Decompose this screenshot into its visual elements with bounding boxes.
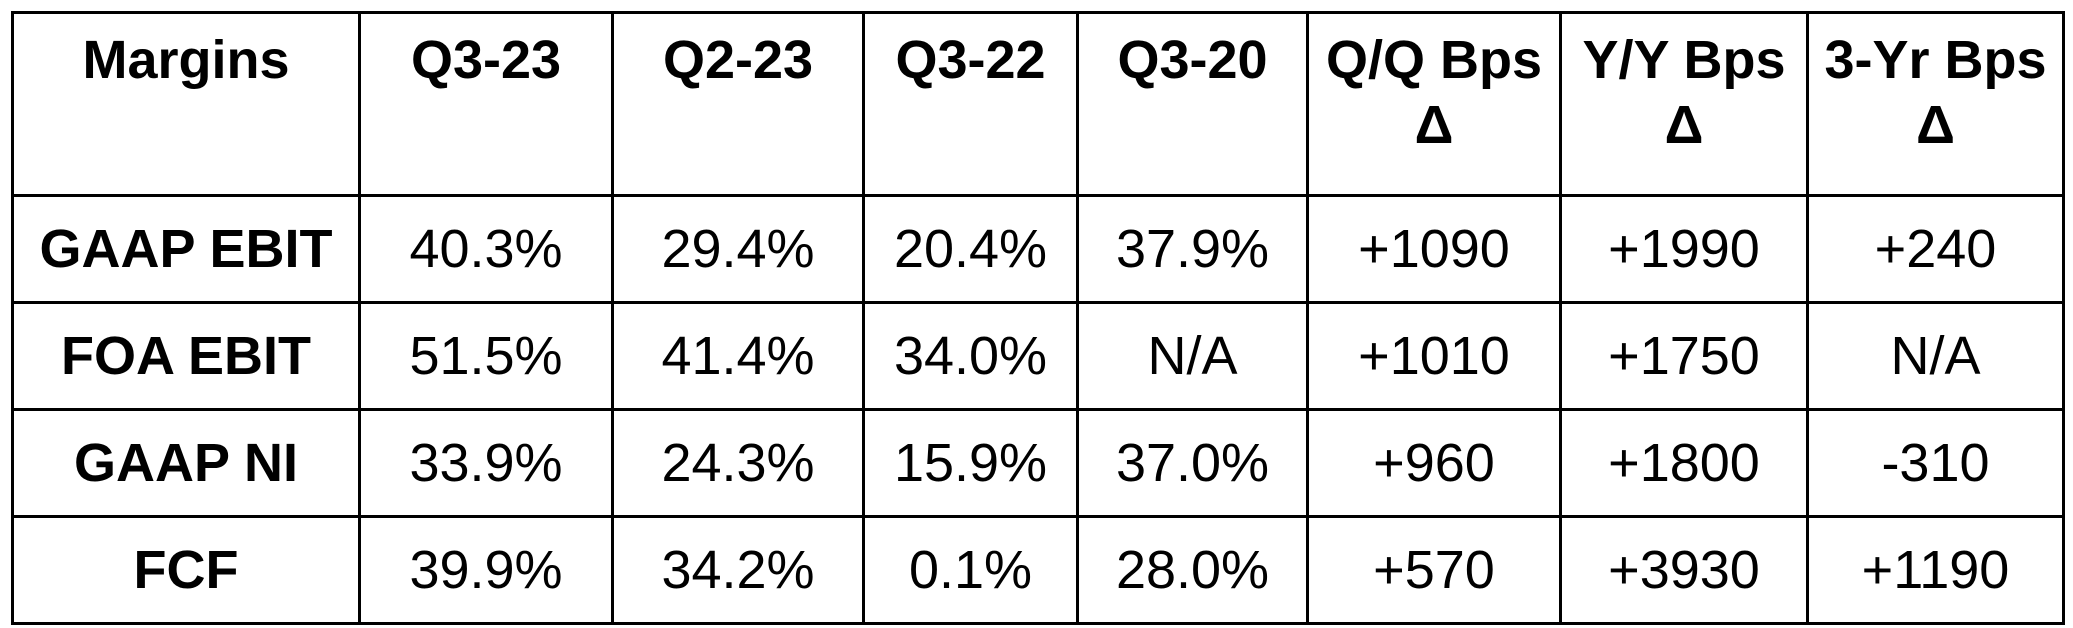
header-cell: Q3-22 bbox=[862, 11, 1079, 197]
table-cell: +3930 bbox=[1559, 515, 1809, 625]
table-cell: 37.9% bbox=[1076, 194, 1309, 304]
table-cell: 41.4% bbox=[611, 301, 865, 411]
table-cell: +1010 bbox=[1306, 301, 1562, 411]
table-row: FOA EBIT 51.5% 41.4% 34.0% N/A +1010 +1750 N/A bbox=[11, 301, 2065, 411]
table-cell: +1190 bbox=[1806, 515, 2065, 625]
header-cell: Q/Q Bps Δ bbox=[1306, 11, 1562, 197]
row-label: GAAP EBIT bbox=[11, 194, 361, 304]
table-cell: N/A bbox=[1806, 301, 2065, 411]
header-cell: Q3-20 bbox=[1076, 11, 1309, 197]
table-row: FCF 39.9% 34.2% 0.1% 28.0% +570 +3930 +1190 bbox=[11, 515, 2065, 625]
table-row: GAAP EBIT 40.3% 29.4% 20.4% 37.9% +1090 +1990 +… bbox=[11, 194, 2065, 304]
table-cell: 20.4% bbox=[862, 194, 1079, 304]
table-cell: 40.3% bbox=[358, 194, 614, 304]
table-row: GAAP NI 33.9% 24.3% 15.9% 37.0% +960 +1800 -310 bbox=[11, 408, 2065, 518]
table-cell: 34.2% bbox=[611, 515, 865, 625]
table-cell: 34.0% bbox=[862, 301, 1079, 411]
table-cell: +1990 bbox=[1559, 194, 1809, 304]
table-cell: 15.9% bbox=[862, 408, 1079, 518]
table-cell: 28.0% bbox=[1076, 515, 1309, 625]
header-cell: Y/Y Bps Δ bbox=[1559, 11, 1809, 197]
row-label: FOA EBIT bbox=[11, 301, 361, 411]
table-cell: +240 bbox=[1806, 194, 2065, 304]
table-cell: 51.5% bbox=[358, 301, 614, 411]
header-cell: Q3-23 bbox=[358, 11, 614, 197]
table-cell: 29.4% bbox=[611, 194, 865, 304]
table-cell: +1800 bbox=[1559, 408, 1809, 518]
table-cell: 37.0% bbox=[1076, 408, 1309, 518]
header-cell: Q2-23 bbox=[611, 11, 865, 197]
table-cell: N/A bbox=[1076, 301, 1309, 411]
header-cell: 3-Yr Bps Δ bbox=[1806, 11, 2065, 197]
row-label: GAAP NI bbox=[11, 408, 361, 518]
row-label: FCF bbox=[11, 515, 361, 625]
table-cell: 0.1% bbox=[862, 515, 1079, 625]
table-cell: +960 bbox=[1306, 408, 1562, 518]
table-cell: +1090 bbox=[1306, 194, 1562, 304]
table-cell: 39.9% bbox=[358, 515, 614, 625]
margins-table: Margins Q3-23 Q2-23 Q3-22 Q3-20 Q/Q Bps Δ Y/Y … bbox=[11, 11, 2065, 625]
table-body: GAAP EBIT 40.3% 29.4% 20.4% 37.9% +1090 +1990 +… bbox=[11, 194, 2065, 625]
table-cell: 24.3% bbox=[611, 408, 865, 518]
header-cell: Margins bbox=[11, 11, 361, 197]
table-cell: -310 bbox=[1806, 408, 2065, 518]
header-row: Margins Q3-23 Q2-23 Q3-22 Q3-20 Q/Q Bps Δ Y/Y … bbox=[11, 11, 2065, 197]
table-cell: +570 bbox=[1306, 515, 1562, 625]
table-cell: 33.9% bbox=[358, 408, 614, 518]
table-cell: +1750 bbox=[1559, 301, 1809, 411]
